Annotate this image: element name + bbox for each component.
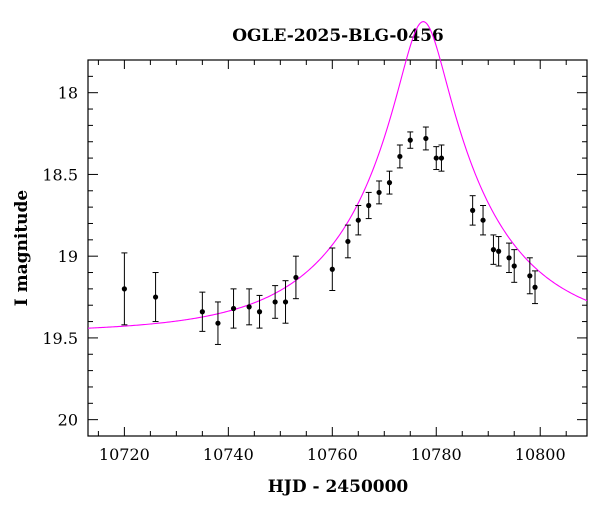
data-point — [511, 249, 518, 283]
model-curve-layer — [87, 21, 588, 329]
data-point — [256, 294, 263, 329]
point-marker — [152, 294, 159, 300]
point-marker — [246, 304, 252, 310]
point-marker — [527, 273, 533, 279]
data-point — [438, 144, 445, 172]
data-point — [152, 272, 159, 323]
plot-frame — [87, 59, 588, 437]
point-marker — [480, 217, 486, 223]
data-point — [469, 195, 476, 226]
data-point — [230, 288, 237, 329]
data-point — [490, 234, 497, 265]
point-marker — [490, 247, 497, 253]
point-marker — [511, 263, 517, 269]
data-point — [376, 180, 383, 205]
point-marker — [230, 305, 237, 312]
y-tick-label: 18 — [58, 84, 78, 103]
point-marker — [121, 286, 127, 292]
chart-title: OGLE-2025-BLG-0456 — [232, 26, 444, 46]
data-point — [407, 131, 414, 149]
point-marker — [470, 207, 476, 213]
data-point — [272, 285, 279, 319]
data-point — [526, 257, 533, 295]
point-marker — [423, 135, 429, 142]
point-marker — [345, 238, 351, 245]
point-marker — [272, 299, 278, 305]
y-tick-label: 18.5 — [42, 165, 78, 184]
data-point — [495, 236, 502, 267]
data-point — [121, 252, 128, 326]
data-point — [344, 224, 351, 259]
point-marker — [386, 180, 393, 186]
x-tick-label: 10800 — [515, 445, 566, 464]
axis-tick-labels: 10720 10740 10760 10780 10800 18 18.5 19 19.5 20 — [42, 84, 565, 464]
axis-ticks — [88, 59, 587, 437]
point-marker — [282, 299, 289, 305]
data-points-layer — [121, 126, 539, 345]
point-marker — [376, 189, 382, 196]
x-tick-label: 10780 — [411, 445, 462, 464]
point-marker — [438, 155, 445, 161]
data-point — [433, 146, 440, 171]
point-marker — [433, 155, 439, 161]
data-point — [292, 255, 299, 300]
data-point — [396, 144, 403, 169]
point-marker — [293, 274, 299, 281]
point-marker — [407, 137, 413, 143]
point-marker — [532, 284, 538, 290]
x-tick-label: 10720 — [99, 445, 150, 464]
data-point — [365, 191, 372, 220]
data-point — [506, 242, 513, 274]
y-axis-title: I magnitude — [12, 190, 32, 307]
y-tick-label: 20 — [58, 411, 78, 430]
data-point — [386, 170, 393, 195]
point-marker — [256, 309, 263, 315]
point-marker — [397, 153, 403, 160]
x-axis-title: HJD - 2450000 — [268, 477, 409, 497]
x-tick-label: 10760 — [307, 445, 358, 464]
data-point — [214, 301, 221, 345]
point-marker — [506, 255, 512, 261]
data-point — [480, 204, 487, 236]
y-tick-label: 19.5 — [42, 329, 78, 348]
data-point — [532, 270, 539, 305]
data-point — [282, 280, 289, 324]
point-marker — [215, 320, 221, 326]
data-point — [246, 288, 253, 326]
point-marker — [366, 202, 372, 209]
point-marker — [355, 217, 361, 223]
x-tick-label: 10740 — [203, 445, 254, 464]
point-marker — [199, 309, 205, 315]
data-point — [422, 126, 429, 151]
point-marker — [329, 266, 335, 272]
data-point — [355, 204, 362, 236]
model-curve — [87, 21, 588, 329]
y-tick-label: 19 — [58, 247, 78, 266]
point-marker — [496, 248, 502, 254]
data-point — [329, 247, 336, 292]
data-point — [199, 291, 206, 332]
